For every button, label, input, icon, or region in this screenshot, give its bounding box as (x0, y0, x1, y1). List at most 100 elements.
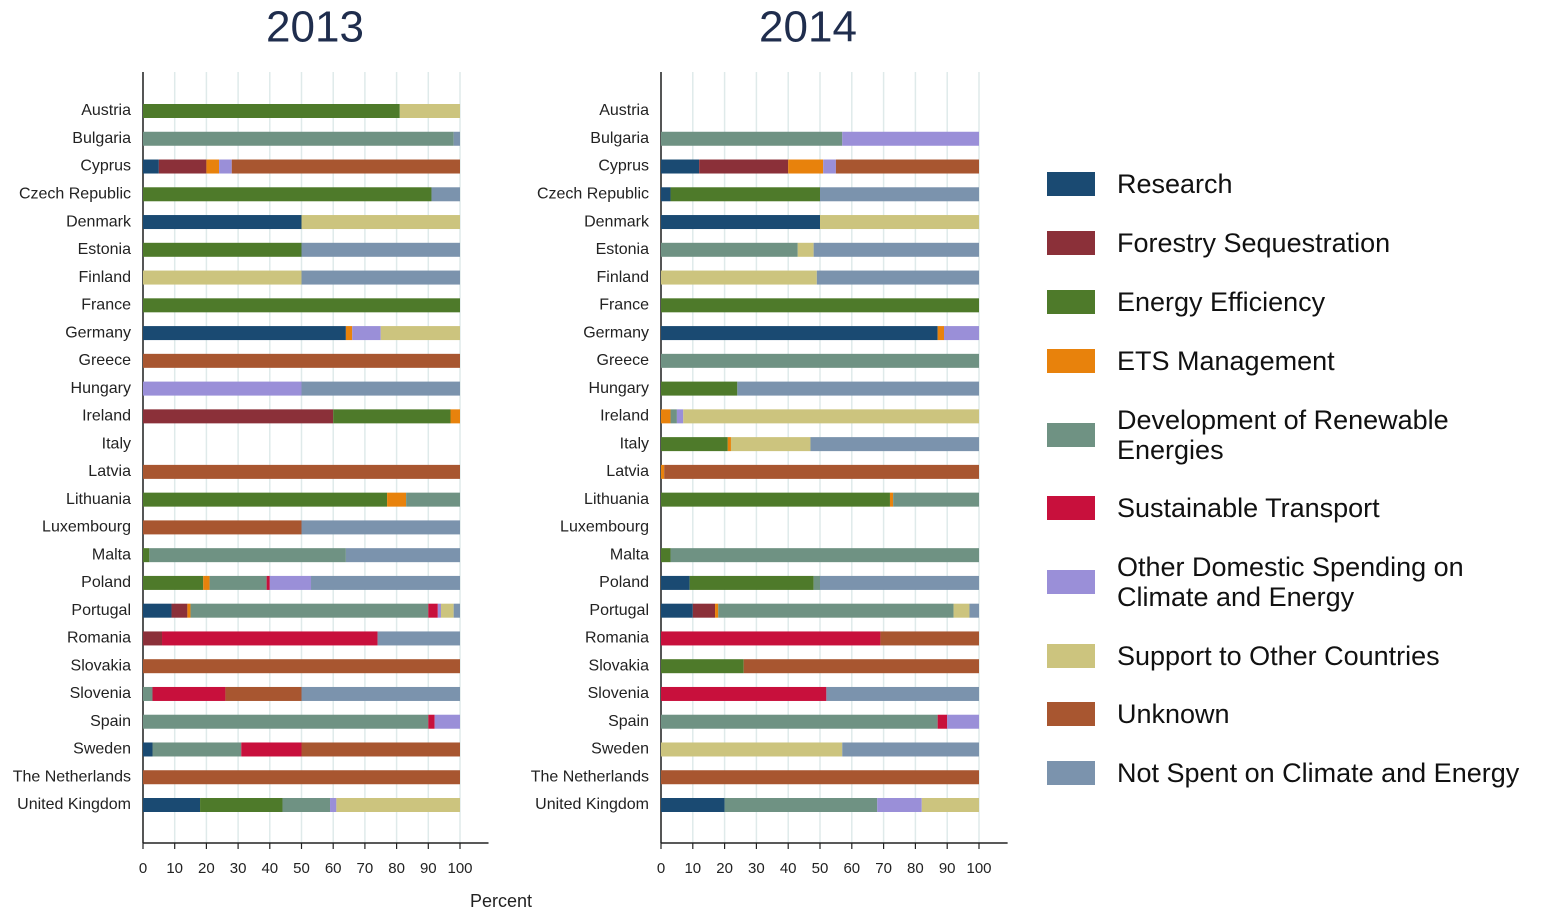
category-label: Slovakia (71, 657, 132, 674)
legend-swatch (1047, 761, 1095, 785)
x-tick-label: 100 (447, 860, 472, 877)
category-label: Greece (597, 352, 650, 369)
category-label: Denmark (584, 213, 650, 230)
bar-segment (428, 714, 435, 729)
bar-segment (200, 798, 283, 812)
bar-segment (143, 381, 302, 396)
bar-segment (937, 326, 945, 341)
bar-segment (231, 159, 460, 174)
category-label: United Kingdom (17, 796, 131, 813)
legend-swatch (1047, 496, 1095, 520)
bar-segment (143, 798, 201, 812)
bar-segment (823, 159, 836, 174)
bar-segment (453, 603, 460, 618)
bar-segment (143, 104, 400, 118)
bar-segment (877, 798, 922, 812)
x-tick-label: 80 (907, 860, 924, 877)
chart-title: 2014 (759, 3, 857, 52)
category-label: France (599, 297, 649, 314)
bar-segment (661, 575, 690, 590)
bar-segment (727, 437, 731, 452)
category-label: Romania (67, 630, 131, 647)
category-label: Sweden (591, 741, 649, 758)
bar-segment (301, 242, 460, 257)
x-tick-label: 40 (261, 860, 278, 877)
category-label: Denmark (66, 213, 132, 230)
bar-segment (152, 742, 242, 757)
category-label: Germany (583, 324, 649, 341)
bar-segment (330, 798, 337, 812)
legend-item: ETS Management (1047, 346, 1335, 376)
bar-segment (692, 603, 716, 618)
bar-segment (301, 520, 460, 535)
bar-segment (434, 714, 460, 729)
x-tick-label: 10 (166, 860, 183, 877)
bar-segment (921, 798, 979, 812)
bar-segment (661, 686, 827, 701)
bar-segment (187, 603, 191, 618)
bar-segment (143, 686, 153, 701)
category-label: Italy (102, 435, 131, 452)
bar-segment (788, 159, 824, 174)
bar-segment (699, 159, 789, 174)
bar-segment (816, 270, 979, 285)
bar-segment (661, 437, 728, 452)
bar-segment (143, 270, 302, 285)
bar-segment (661, 131, 843, 146)
bar-segment (661, 631, 881, 646)
category-label: Slovenia (70, 685, 131, 702)
x-tick-label: 20 (716, 860, 733, 877)
bar-segment (661, 492, 890, 507)
legend-swatch (1047, 231, 1095, 255)
bar-segment (661, 215, 820, 230)
bar-segment (143, 575, 204, 590)
bar-segment (813, 575, 820, 590)
category-label: Bulgaria (590, 130, 649, 147)
chart-title: 2013 (266, 3, 364, 52)
bar-segment (661, 353, 979, 368)
bar-segment (143, 409, 334, 424)
bar-segment (345, 548, 460, 563)
legend-swatch (1047, 644, 1095, 668)
category-label: Luxembourg (42, 519, 131, 536)
bar-segment (820, 575, 979, 590)
bar-segment (333, 409, 451, 424)
bar-segment (724, 798, 878, 812)
bar-segment (206, 159, 220, 174)
bar-segment (152, 686, 226, 701)
bar-segment (431, 187, 460, 202)
bar-segment (269, 575, 312, 590)
bar-segment (676, 409, 684, 424)
bar-segment (683, 409, 979, 424)
legend-label: Sustainable Transport (1117, 493, 1380, 523)
bar-segment (387, 492, 407, 507)
legend-swatch (1047, 349, 1095, 373)
x-tick-label: 30 (748, 860, 765, 877)
x-tick-label: 70 (875, 860, 892, 877)
bar-segment (143, 353, 460, 368)
bar-segment (889, 492, 894, 507)
bar-segment (797, 242, 814, 257)
legend-swatch (1047, 423, 1095, 447)
x-tick-label: 60 (843, 860, 860, 877)
bar-segment (813, 242, 979, 257)
category-label: Slovakia (589, 657, 650, 674)
bar-segment (171, 603, 188, 618)
bar-segment (143, 631, 163, 646)
legend-label: Not Spent on Climate and Energy (1117, 758, 1520, 788)
bar-segment (842, 131, 979, 146)
bar-segment (406, 492, 460, 507)
bar-segment (880, 631, 979, 646)
legend-swatch (1047, 570, 1095, 594)
bar-segment (661, 603, 693, 618)
bar-segment (947, 714, 979, 729)
category-label: Spain (608, 713, 649, 730)
bar-segment (162, 631, 378, 646)
bar-segment (143, 492, 388, 507)
bar-segment (203, 575, 210, 590)
legend-label: Support to Other Countries (1117, 641, 1440, 671)
bar-segment (661, 714, 938, 729)
legend-item: Support to Other Countries (1047, 641, 1440, 671)
bar-segment (661, 381, 738, 396)
